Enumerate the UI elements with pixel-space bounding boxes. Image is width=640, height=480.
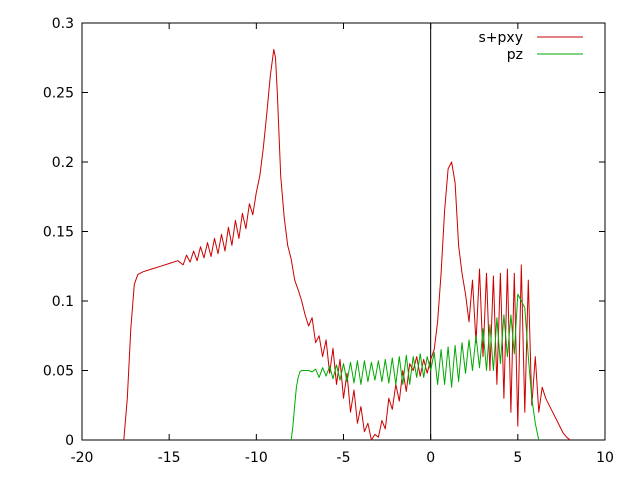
y-tick-label: 0.05 bbox=[43, 364, 74, 380]
x-tick-label: 5 bbox=[513, 450, 522, 466]
x-tick-label: -10 bbox=[245, 450, 268, 466]
x-tick-label: -15 bbox=[158, 450, 181, 466]
y-tick-label: 0.2 bbox=[52, 155, 74, 171]
series-group bbox=[124, 49, 570, 440]
y-tick-label: 0.1 bbox=[52, 294, 74, 310]
axes-group: -20 -15 -10 -5 0 5 10 0 0.05 0.1 0.15 0.2 0.25 0.3 bbox=[43, 16, 614, 466]
legend-label: s+pxy bbox=[479, 30, 523, 46]
x-tick-label: 0 bbox=[426, 450, 435, 466]
x-tick-label: -20 bbox=[71, 450, 94, 466]
x-tick-label: 10 bbox=[596, 450, 614, 466]
y-tick-label: 0.25 bbox=[43, 86, 74, 102]
x-tick-label: -5 bbox=[337, 450, 351, 466]
y-tick-label: 0.3 bbox=[52, 16, 74, 32]
legend-label: pz bbox=[507, 47, 523, 63]
y-tick-label: 0 bbox=[65, 433, 74, 449]
y-tick-label: 0.15 bbox=[43, 225, 74, 241]
plot-frame bbox=[82, 23, 605, 440]
